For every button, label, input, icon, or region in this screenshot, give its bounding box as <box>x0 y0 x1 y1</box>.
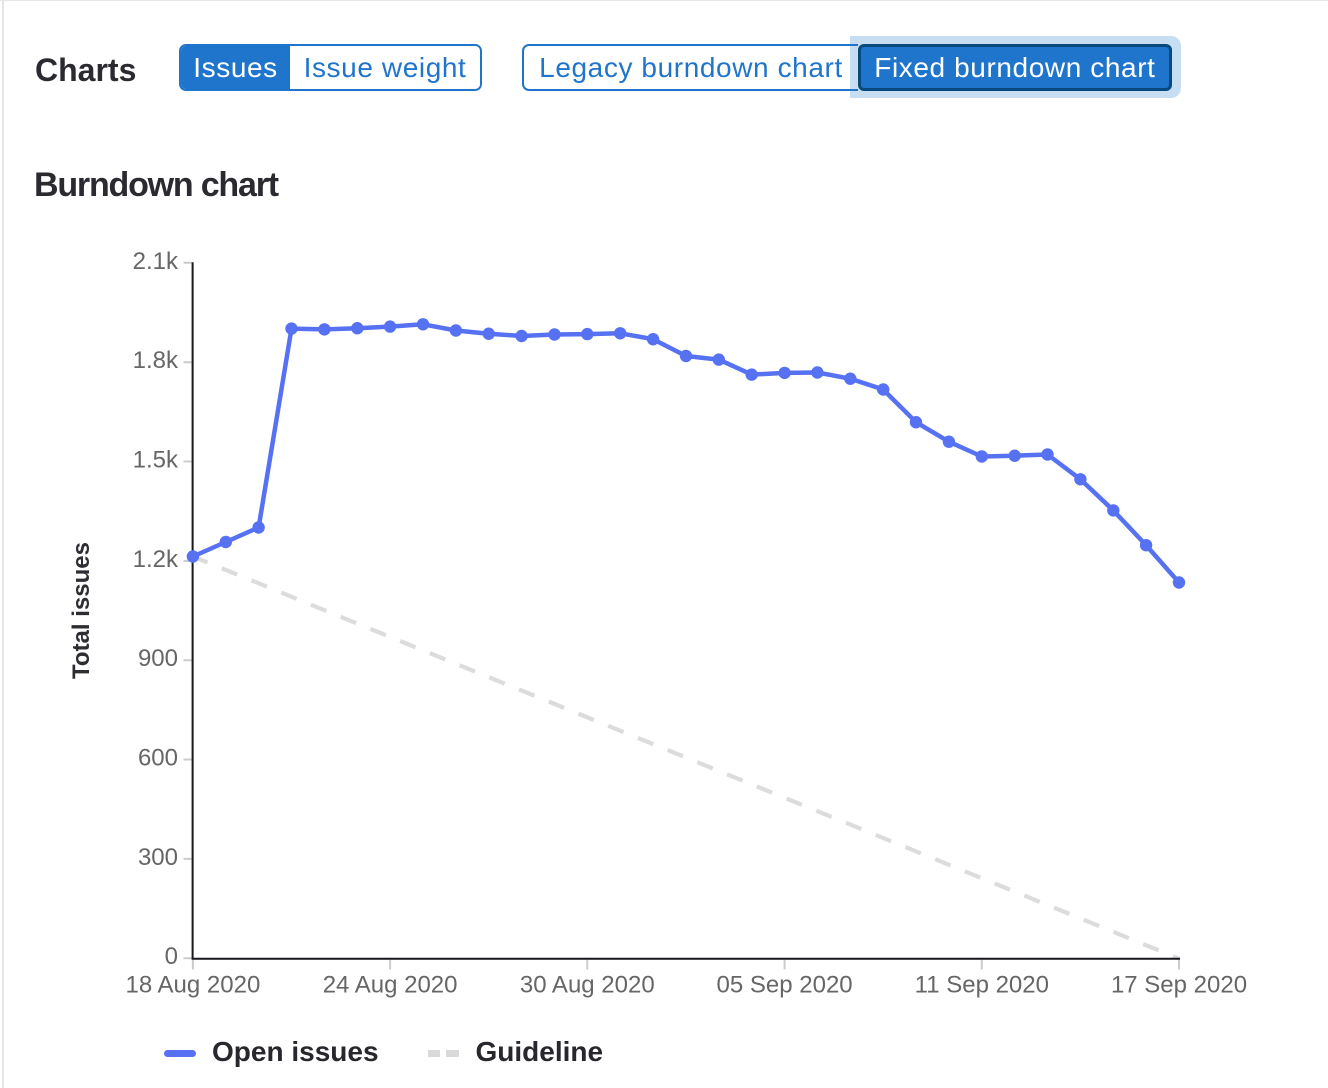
svg-text:11 Sep 2020: 11 Sep 2020 <box>915 972 1049 999</box>
svg-text:1.5k: 1.5k <box>133 447 179 474</box>
svg-text:300: 300 <box>138 844 178 871</box>
svg-text:2.1k: 2.1k <box>133 248 179 275</box>
svg-text:900: 900 <box>138 645 178 672</box>
svg-text:Total issues: Total issues <box>68 542 95 679</box>
svg-text:17 Sep 2020: 17 Sep 2020 <box>1111 972 1247 999</box>
svg-text:0: 0 <box>165 943 178 970</box>
svg-text:600: 600 <box>138 745 178 772</box>
svg-text:1.2k: 1.2k <box>133 546 179 573</box>
svg-text:1.8k: 1.8k <box>133 347 179 374</box>
svg-text:30 Aug 2020: 30 Aug 2020 <box>520 972 655 999</box>
svg-text:24 Aug 2020: 24 Aug 2020 <box>323 972 458 999</box>
svg-text:05 Sep 2020: 05 Sep 2020 <box>717 972 853 999</box>
svg-text:18 Aug 2020: 18 Aug 2020 <box>125 972 260 999</box>
